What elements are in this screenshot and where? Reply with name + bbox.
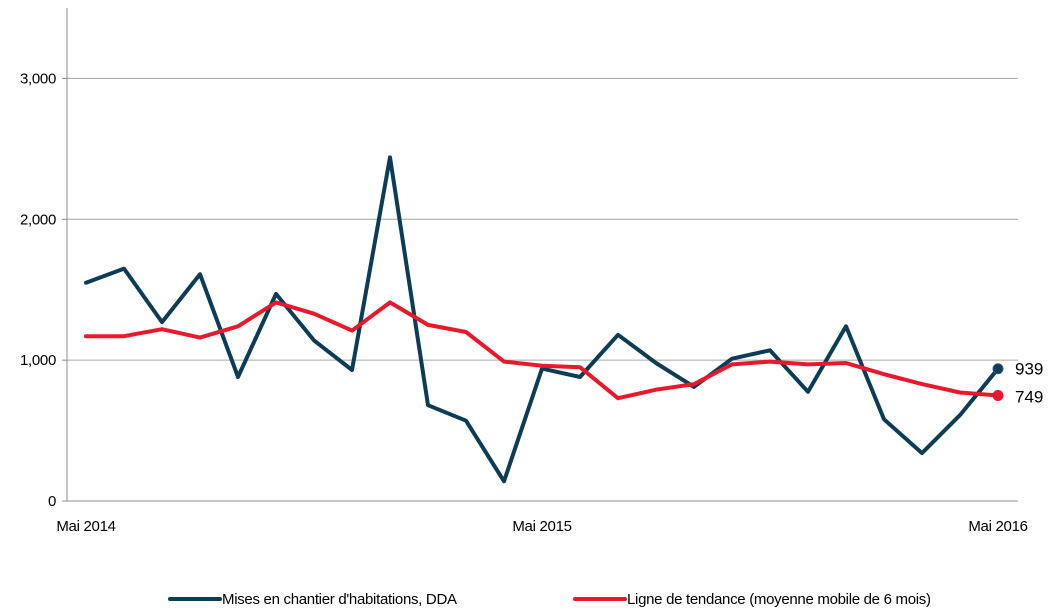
x-tick-label: Mai 2016 xyxy=(968,518,1027,535)
series-line-2 xyxy=(84,300,1000,401)
series-lines xyxy=(84,155,1000,484)
series-end-marker xyxy=(992,363,1004,375)
y-tick-labels: 0 1,000 2,000 3,000 xyxy=(20,70,56,510)
x-tick-labels: Mai 2014 Mai 2015 Mai 2016 xyxy=(56,518,1028,535)
series-end-label: 939 xyxy=(1015,360,1043,379)
y-tick-label: 2,000 xyxy=(20,211,56,228)
gridlines xyxy=(67,77,1018,361)
x-tick-label: Mai 2015 xyxy=(512,518,571,535)
series-line-1 xyxy=(84,155,1000,484)
x-tick-label: Mai 2014 xyxy=(56,518,115,535)
legend-label: Ligne de tendance (moyenne mobile de 6 m… xyxy=(627,591,931,608)
legend: Mises en chantier d'habitations, DDA Lign… xyxy=(168,591,931,608)
y-tick-label: 3,000 xyxy=(20,70,56,87)
y-tick-label: 1,000 xyxy=(20,352,56,369)
legend-label: Mises en chantier d'habitations, DDA xyxy=(222,591,457,608)
series-end-label: 749 xyxy=(1015,387,1043,406)
y-tick-label: 0 xyxy=(48,493,56,510)
series-end-marker xyxy=(992,389,1004,401)
axes xyxy=(62,8,1018,502)
